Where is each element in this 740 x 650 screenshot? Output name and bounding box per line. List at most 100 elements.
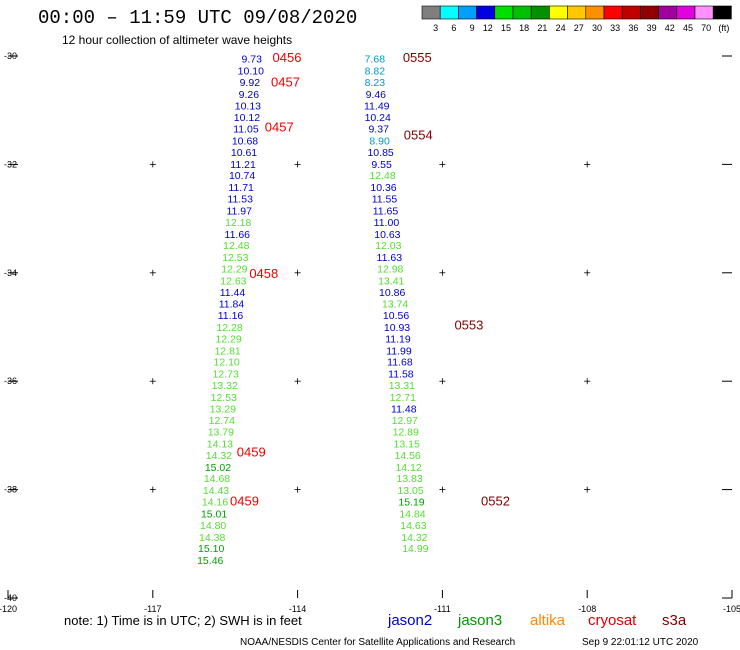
color-swatch [494,5,514,20]
color-swatch [439,5,459,20]
swh-value: 13.15 [394,439,420,451]
color-scale-label: 45 [683,23,693,33]
lat-tick-label: -34 [4,268,17,278]
color-swatch [530,5,550,20]
swh-value: 11.58 [388,369,414,381]
lon-tick-label: -111 [434,604,451,614]
swh-value: 15.10 [198,543,224,555]
swh-value: 11.19 [385,333,411,345]
swh-value: 14.43 [203,485,229,497]
swh-value: 14.32 [401,532,427,544]
color-scale-label: 3 [433,23,438,33]
color-swatch [512,5,532,20]
pass-time-label: 0457 [265,119,294,134]
swh-value: 9.73 [242,54,263,66]
swh-value: 15.46 [197,555,223,567]
color-scale-label: 70 [701,23,711,33]
color-swatch [694,5,714,20]
wave-height-points: 9.7310.109.929.2610.1310.1211.0510.6810.… [197,54,429,567]
color-scale-label: 12 [483,23,493,33]
lon-tick-label: -108 [578,604,596,614]
swh-value: 9.37 [368,124,389,136]
color-scale-label: 36 [628,23,638,33]
swh-value: 10.24 [365,112,391,124]
pass-time-label: 0458 [249,266,278,281]
lon-tick-label: -120 [0,604,17,614]
pass-time-label: 0457 [271,74,300,89]
swh-value: 11.65 [373,205,399,217]
swh-value: 10.85 [367,147,393,159]
swh-value: 12.28 [216,322,242,334]
swh-value: 12.18 [225,217,251,229]
swh-value: 12.97 [392,415,418,427]
swh-value: 11.49 [364,100,390,112]
swh-value: 12.71 [390,392,416,404]
swh-value: 15.01 [201,508,227,520]
swh-value: 8.90 [369,136,390,148]
swh-value: 13.29 [210,403,236,415]
swh-value: 12.29 [215,333,241,345]
swh-value: 7.68 [365,54,386,66]
color-scale-label: 30 [592,23,602,33]
swh-value: 11.99 [386,345,412,357]
color-scale-label: 33 [610,23,620,33]
swh-value: 10.10 [238,66,264,78]
swh-value: 12.74 [209,415,235,427]
pass-time-label: 0456 [273,50,302,65]
swh-value: 13.41 [378,275,404,287]
pass-time-label: 0552 [481,493,510,508]
timestamp-text: Sep 9 22:01:12 UTC 2020 [582,637,699,648]
pass-time-label: 0459 [237,445,266,460]
swh-value: 14.99 [402,543,428,555]
swh-value: 12.73 [213,369,239,381]
swh-value: 8.82 [365,66,386,78]
swh-value: 10.56 [383,310,409,322]
lat-tick-label: -32 [4,159,17,169]
swh-value: 11.53 [227,194,253,206]
swh-value: 13.74 [382,299,408,311]
color-scale-label: (ft) [718,23,729,33]
pass-time-label: 0553 [454,317,483,332]
lon-tick-label: -105 [723,604,740,614]
plot-footer: note: 1) Time is in UTC; 2) SWH is in fe… [64,612,699,648]
swh-value: 11.48 [391,403,417,415]
color-scale-label: 24 [556,23,566,33]
satellite-legend-cryosat: cryosat [588,612,637,629]
swh-value: 11.63 [377,252,403,264]
swh-value: 13.83 [396,473,422,485]
lon-tick-label: -117 [144,604,161,614]
color-scale-label: 39 [647,23,657,33]
pass-time-label: 0555 [403,50,432,65]
swh-value: 11.21 [230,159,256,171]
swh-value: 10.93 [384,322,410,334]
color-scale-label: 18 [519,23,529,33]
map-axes: -30 -32 -34 -36 -38 -40-120 -117 -114 -111 -108 -1… [0,51,740,614]
swh-value: 13.32 [212,380,238,392]
swh-value: 13.05 [397,485,423,497]
swh-value: 11.84 [219,299,245,311]
color-swatch [676,5,696,20]
color-swatch [603,5,623,20]
color-scale-legend: 3 6 9 12 15 18 21 24 27 30 33 36 39 42 45 70 (ft) [421,5,732,33]
swh-value: 10.36 [370,182,396,194]
pass-time-labels: 0456 0457 0457 0458 0459 0459 0555 0554 0553 0552 [230,50,510,508]
swh-value: 11.66 [225,229,251,241]
color-scale-label: 15 [501,23,511,33]
color-scale-label: 42 [665,23,675,33]
swh-value: 14.68 [204,473,230,485]
swh-value: 14.56 [395,450,421,462]
swh-value: 11.00 [374,217,400,229]
color-swatch [567,5,587,20]
swh-value: 11.68 [387,357,413,369]
page-subtitle: 12 hour collection of altimeter wave hei… [62,33,293,47]
swh-value: 12.48 [369,170,395,182]
pass-time-label: 0554 [404,128,433,143]
swh-value: 9.55 [371,159,392,171]
swh-value: 15.19 [398,497,424,509]
satellite-legend-jason3: jason3 [457,612,502,629]
swh-value: 8.23 [365,77,386,89]
swh-value: 14.84 [399,508,425,520]
swh-value: 12.29 [221,263,247,275]
